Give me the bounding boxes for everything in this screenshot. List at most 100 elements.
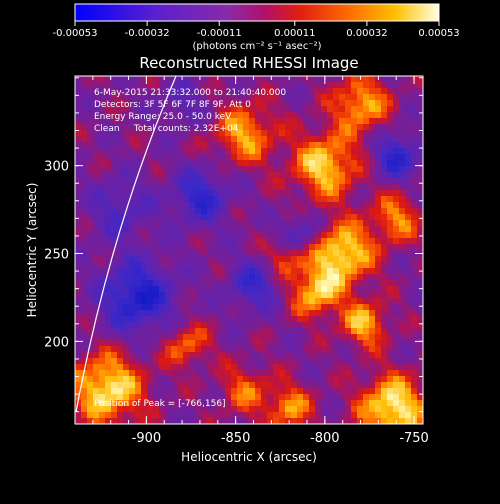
heatmap-cell (123, 352, 130, 359)
heatmap-cell (75, 352, 82, 359)
heatmap-cell (339, 226, 346, 233)
heatmap-cell (159, 172, 166, 179)
heatmap-cell (417, 244, 423, 251)
heatmap-cell (261, 298, 268, 305)
heatmap-cell (177, 172, 184, 179)
heatmap-cell (309, 364, 316, 371)
heatmap-cell (345, 346, 352, 353)
heatmap-cell (363, 274, 370, 281)
heatmap-cell (207, 262, 214, 269)
heatmap-cell (327, 142, 334, 149)
heatmap-cell (387, 256, 394, 263)
heatmap-cell (387, 268, 394, 275)
heatmap-cell (339, 88, 346, 95)
heatmap-cell (147, 250, 154, 257)
heatmap-cell (363, 382, 370, 389)
heatmap-cell (177, 328, 184, 335)
heatmap-cell (207, 178, 214, 185)
heatmap-cell (333, 160, 340, 167)
heatmap-cell (297, 136, 304, 143)
heatmap-cell (345, 118, 352, 125)
heatmap-cell (279, 214, 286, 221)
heatmap-cell (219, 124, 226, 131)
heatmap-cell (123, 142, 130, 149)
heatmap-cell (351, 292, 358, 299)
heatmap-cell (369, 166, 376, 173)
heatmap-cell (327, 352, 334, 359)
heatmap-cell (363, 346, 370, 353)
heatmap-cell (315, 184, 322, 191)
heatmap-cell (417, 178, 423, 185)
heatmap-cell (201, 106, 208, 113)
heatmap-cell (123, 304, 130, 311)
heatmap-cell (117, 412, 124, 419)
heatmap-cell (345, 304, 352, 311)
heatmap-cell (231, 256, 238, 263)
heatmap-cell (75, 418, 82, 424)
heatmap-cell (339, 214, 346, 221)
heatmap-cell (279, 346, 286, 353)
heatmap-cell (381, 136, 388, 143)
heatmap-cell (405, 256, 412, 263)
heatmap-cell (285, 100, 292, 107)
heatmap-cell (99, 166, 106, 173)
heatmap-cell (171, 358, 178, 365)
x-axis-ticks: -900 -850 -800 -750 (92, 76, 429, 446)
heatmap-cell (207, 256, 214, 263)
heatmap-cell (393, 184, 400, 191)
heatmap-cell (117, 364, 124, 371)
heatmap-cell (165, 274, 172, 281)
heatmap-cell (243, 100, 250, 107)
heatmap-cell (153, 136, 160, 143)
heatmap-cell (93, 238, 100, 245)
heatmap-cell (153, 394, 160, 401)
heatmap-cell (261, 166, 268, 173)
heatmap-cell (165, 250, 172, 257)
heatmap-cell (243, 184, 250, 191)
heatmap-cell (135, 202, 142, 209)
heatmap-cell (81, 82, 88, 89)
heatmap-cell (171, 136, 178, 143)
heatmap-cell (387, 418, 394, 424)
heatmap-cell (399, 202, 406, 209)
heatmap-cell (93, 370, 100, 377)
heatmap-cell (315, 172, 322, 179)
heatmap-cell (231, 244, 238, 251)
heatmap-cell (387, 280, 394, 287)
heatmap-cell (405, 208, 412, 215)
heatmap-cell (207, 304, 214, 311)
heatmap-cell (279, 142, 286, 149)
heatmap-cell (111, 166, 118, 173)
heatmap-cell (333, 112, 340, 119)
heatmap-cell (189, 334, 196, 341)
heatmap-cell (279, 88, 286, 95)
heatmap-cell (195, 208, 202, 215)
heatmap-cell (99, 418, 106, 424)
heatmap-cell (183, 142, 190, 149)
heatmap-cell (411, 316, 418, 323)
heatmap-cell (219, 76, 226, 83)
heatmap-cell (393, 166, 400, 173)
heatmap-cell (201, 202, 208, 209)
heatmap-cell (405, 382, 412, 389)
heatmap-cell (117, 328, 124, 335)
heatmap-cell (207, 184, 214, 191)
heatmap-cell (231, 142, 238, 149)
heatmap-cell (117, 280, 124, 287)
heatmap-cell (159, 364, 166, 371)
heatmap-cell (327, 148, 334, 155)
heatmap-cell (387, 166, 394, 173)
heatmap-cell (213, 124, 220, 131)
heatmap-cell (405, 304, 412, 311)
heatmap-cell (135, 346, 142, 353)
heatmap-cell (315, 256, 322, 263)
heatmap-cell (243, 304, 250, 311)
heatmap-cell (183, 94, 190, 101)
heatmap-cell (327, 214, 334, 221)
heatmap-cell (309, 190, 316, 197)
heatmap-cell (249, 100, 256, 107)
heatmap-cell (345, 388, 352, 395)
heatmap-cell (105, 226, 112, 233)
heatmap-cell (267, 256, 274, 263)
heatmap-cell (393, 154, 400, 161)
